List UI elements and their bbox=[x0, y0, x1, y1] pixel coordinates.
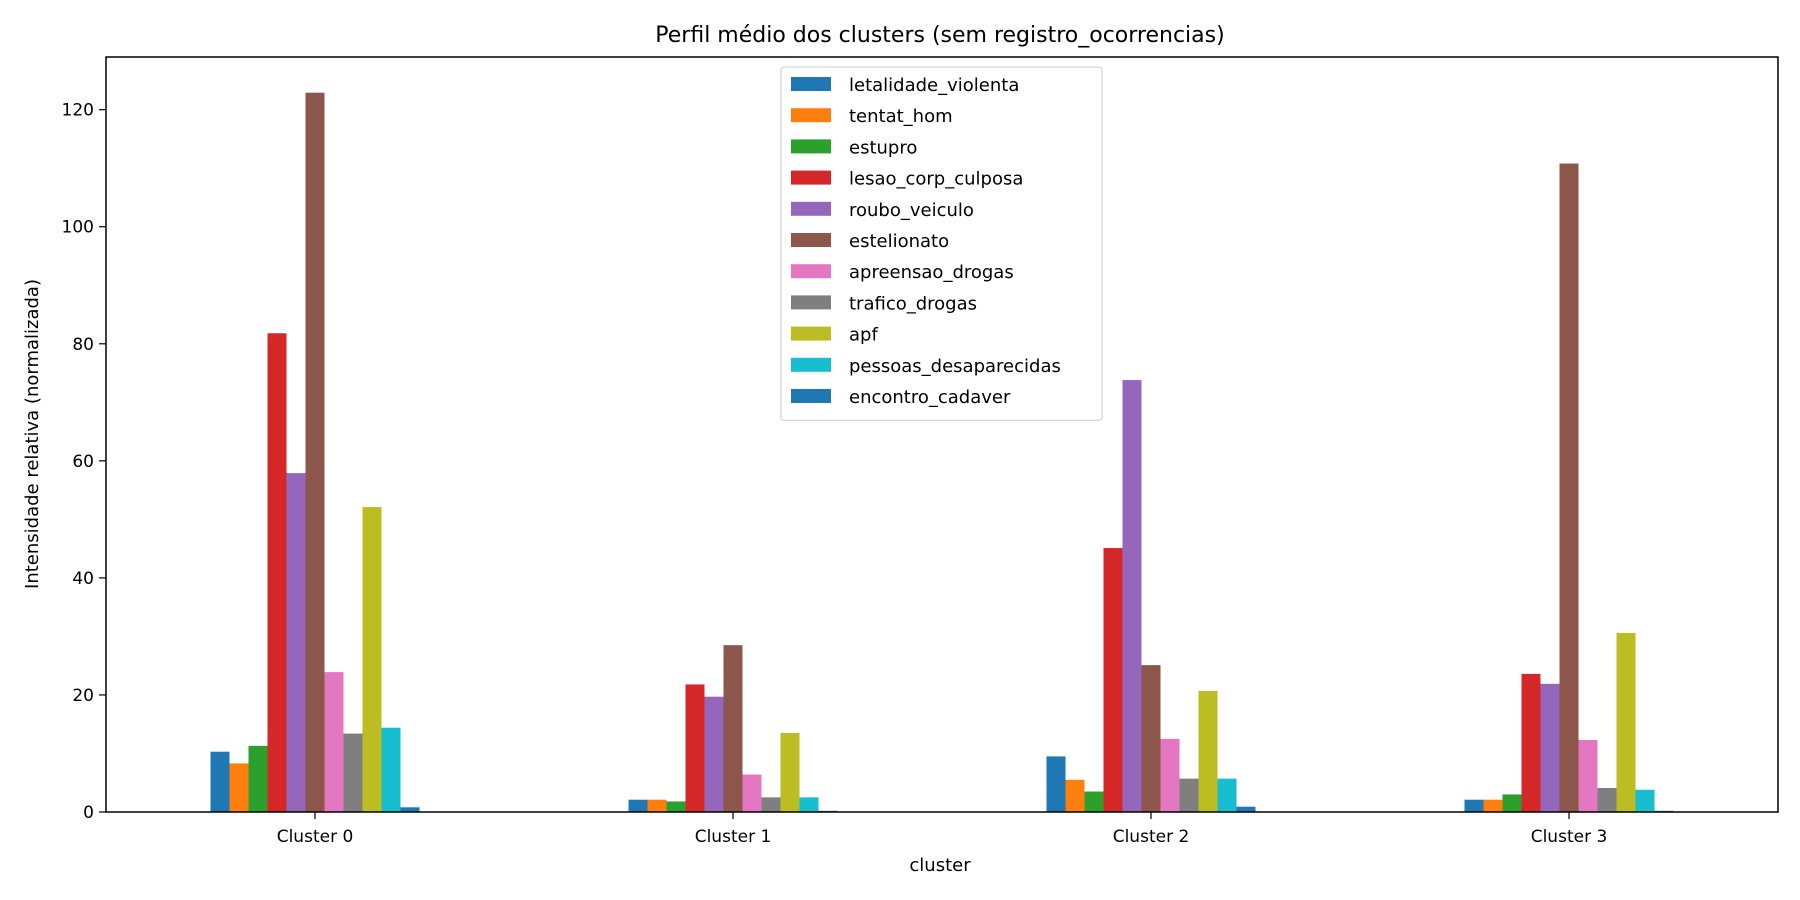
bars-group bbox=[210, 92, 1674, 813]
legend-swatch-estupro bbox=[791, 139, 831, 154]
bar-estupro-2 bbox=[1084, 791, 1104, 812]
bar-apf-2 bbox=[1198, 690, 1218, 812]
bar-lesao_corp_culposa-0 bbox=[267, 333, 287, 812]
y-axis: 0 20 40 60 80 100 120 bbox=[62, 101, 106, 823]
bar-apf-0 bbox=[362, 507, 382, 812]
bar-roubo_veiculo-1 bbox=[704, 696, 724, 812]
bar-apreensao_drogas-1 bbox=[742, 774, 762, 812]
legend-label-pessoas_desaparecidas: pessoas_desaparecidas bbox=[849, 356, 1061, 377]
bar-estelionato-0 bbox=[305, 92, 325, 813]
y-tick-label: 80 bbox=[72, 335, 94, 355]
legend-swatch-trafico_drogas bbox=[791, 295, 831, 310]
bar-tentat_hom-1 bbox=[647, 799, 667, 812]
y-tick-label: 40 bbox=[72, 569, 94, 589]
legend-swatch-encontro_cadaver bbox=[791, 389, 831, 403]
bar-estupro-3 bbox=[1502, 794, 1522, 812]
bar-estupro-0 bbox=[248, 745, 268, 812]
bar-estelionato-3 bbox=[1559, 163, 1579, 812]
legend-swatch-pessoas_desaparecidas bbox=[791, 357, 831, 372]
bar-lesao_corp_culposa-1 bbox=[685, 684, 705, 812]
y-axis-label: Intensidade relativa (normalizada) bbox=[22, 279, 43, 589]
x-axis-label: cluster bbox=[909, 855, 971, 876]
y-tick-label: 100 bbox=[62, 218, 94, 238]
bar-trafico_drogas-2 bbox=[1179, 778, 1199, 812]
bar-letalidade_violenta-3 bbox=[1464, 799, 1484, 812]
bar-pessoas_desaparecidas-3 bbox=[1635, 789, 1655, 812]
bar-estelionato-2 bbox=[1141, 665, 1161, 812]
bar-trafico_drogas-1 bbox=[761, 797, 781, 812]
bar-letalidade_violenta-1 bbox=[628, 799, 648, 812]
x-tick-label: Cluster 1 bbox=[695, 827, 772, 847]
bar-apf-1 bbox=[780, 732, 800, 812]
bar-pessoas_desaparecidas-2 bbox=[1217, 778, 1237, 812]
y-tick-label: 20 bbox=[72, 686, 94, 706]
x-tick-label: Cluster 0 bbox=[277, 827, 354, 847]
bar-trafico_drogas-3 bbox=[1597, 788, 1617, 812]
x-tick-label: Cluster 3 bbox=[1531, 827, 1608, 847]
legend-label-trafico_drogas: trafico_drogas bbox=[849, 293, 977, 314]
bar-letalidade_violenta-0 bbox=[210, 751, 230, 812]
chart-title: Perfil médio dos clusters (sem registro_… bbox=[655, 23, 1224, 48]
bar-lesao_corp_culposa-2 bbox=[1103, 548, 1123, 812]
plot-frame bbox=[105, 56, 1779, 813]
bar-estupro-1 bbox=[666, 801, 686, 812]
legend-box bbox=[780, 66, 1103, 421]
bar-pessoas_desaparecidas-0 bbox=[381, 727, 401, 812]
legend-swatch-tentat_hom bbox=[791, 108, 831, 123]
legend-label-roubo_veiculo: roubo_veiculo bbox=[849, 200, 974, 221]
legend-label-tentat_hom: tentat_hom bbox=[849, 106, 953, 127]
bar-pessoas_desaparecidas-1 bbox=[799, 797, 819, 812]
legend-label-estupro: estupro bbox=[849, 137, 917, 158]
legend-label-estelionato: estelionato bbox=[849, 231, 949, 252]
legend-swatch-apreensao_drogas bbox=[791, 264, 831, 279]
legend-label-lesao_corp_culposa: lesao_corp_culposa bbox=[849, 169, 1023, 190]
legend-swatch-lesao_corp_culposa bbox=[791, 170, 831, 185]
bar-apf-3 bbox=[1616, 632, 1636, 812]
bar-apreensao_drogas-0 bbox=[324, 672, 344, 812]
bar-encontro_cadaver-0 bbox=[400, 807, 420, 812]
bar-trafico_drogas-0 bbox=[343, 733, 363, 812]
y-tick-label: 120 bbox=[62, 101, 94, 121]
bar-roubo_veiculo-3 bbox=[1540, 683, 1560, 812]
bar-roubo_veiculo-2 bbox=[1122, 380, 1142, 812]
legend-swatch-roubo_veiculo bbox=[791, 201, 831, 216]
legend-swatch-apf bbox=[791, 326, 831, 341]
x-tick-label: Cluster 2 bbox=[1113, 827, 1190, 847]
y-tick-label: 60 bbox=[72, 452, 94, 472]
legend-swatch-letalidade_violenta bbox=[791, 77, 831, 91]
legend-swatch-estelionato bbox=[791, 233, 831, 247]
bar-tentat_hom-2 bbox=[1065, 779, 1085, 812]
legend-label-encontro_cadaver: encontro_cadaver bbox=[849, 387, 1011, 408]
bar-apreensao_drogas-3 bbox=[1578, 740, 1598, 812]
legend-label-apf: apf bbox=[849, 325, 878, 346]
bar-tentat_hom-0 bbox=[229, 763, 249, 812]
bar-letalidade_violenta-2 bbox=[1046, 756, 1066, 812]
bar-apreensao_drogas-2 bbox=[1160, 738, 1180, 812]
bar-encontro_cadaver-2 bbox=[1236, 806, 1256, 812]
bar-tentat_hom-3 bbox=[1483, 799, 1503, 812]
legend-label-apreensao_drogas: apreensao_drogas bbox=[849, 262, 1014, 283]
bar-roubo_veiculo-0 bbox=[286, 473, 306, 812]
x-axis: Cluster 0 Cluster 1 Cluster 2 Cluster 3 bbox=[277, 812, 1608, 847]
legend-label-letalidade_violenta: letalidade_violenta bbox=[849, 75, 1019, 96]
bar-lesao_corp_culposa-3 bbox=[1521, 673, 1541, 812]
bar-estelionato-1 bbox=[723, 645, 743, 812]
y-tick-label: 0 bbox=[83, 803, 94, 823]
